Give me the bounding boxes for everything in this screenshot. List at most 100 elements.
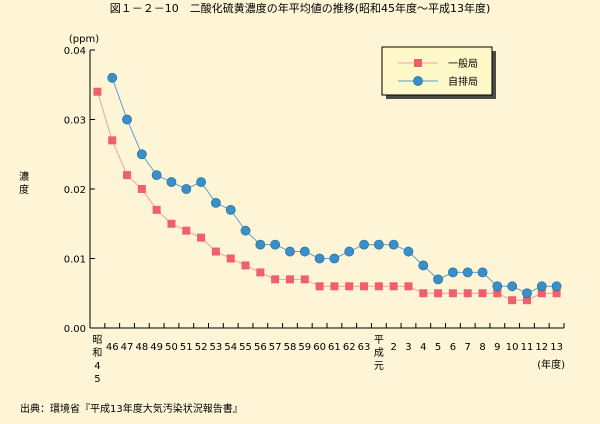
series-group	[93, 72, 562, 305]
x-tick-label: 52	[195, 342, 208, 353]
data-point-circle	[299, 246, 310, 257]
legend-label: 一般局	[448, 57, 478, 70]
y-tick-label: 0.03	[64, 116, 86, 127]
x-tick-label: 13	[550, 342, 563, 353]
data-point-square	[493, 289, 502, 298]
data-point-circle	[181, 184, 192, 194]
data-point-circle	[255, 239, 266, 250]
data-point-square	[508, 296, 517, 305]
x-tick-label: 11	[521, 342, 534, 353]
data-point-circle	[492, 281, 503, 292]
x-tick-label: 48	[135, 342, 148, 353]
x-tick-label: 成	[374, 347, 384, 359]
data-point-circle	[373, 239, 384, 250]
data-point-circle	[477, 267, 488, 278]
y-tick-label: 0.02	[64, 185, 86, 196]
data-point-circle	[448, 267, 458, 278]
x-tick-label: 4	[94, 361, 100, 372]
data-point-circle	[551, 281, 562, 292]
series-1	[93, 87, 561, 305]
data-point-square	[537, 289, 546, 298]
data-point-circle	[536, 281, 547, 292]
data-point-circle	[507, 281, 518, 292]
data-point-square	[137, 185, 146, 193]
data-point-square	[226, 254, 235, 263]
data-point-circle	[344, 246, 355, 257]
data-point-circle	[359, 239, 369, 250]
x-tick-label: 和	[92, 347, 102, 359]
y-axis-label-char: 度	[19, 183, 29, 196]
x-tick-label: 4	[420, 342, 426, 353]
data-point-circle	[329, 253, 340, 264]
legend-label: 自排局	[448, 75, 478, 88]
x-tick-label: 8	[479, 342, 485, 353]
data-point-square	[522, 296, 531, 305]
x-tick-label: 平	[374, 335, 384, 346]
data-point-square	[167, 219, 176, 228]
data-point-square	[256, 268, 265, 277]
data-point-circle	[388, 239, 399, 250]
legend-marker-square	[414, 59, 422, 67]
data-point-circle	[270, 239, 281, 250]
x-tick-label: 62	[343, 342, 356, 353]
data-point-square	[197, 233, 206, 242]
x-tick-label: 63	[358, 342, 371, 353]
y-unit-label: (ppm)	[69, 34, 99, 45]
data-point-circle	[225, 204, 236, 215]
x-tick-label: 3	[405, 342, 411, 353]
legend-marker-circle	[413, 76, 423, 86]
y-tick-label: 0.04	[64, 46, 86, 57]
data-point-square	[404, 282, 413, 291]
data-point-circle	[522, 288, 532, 299]
x-tick-label: 56	[254, 342, 267, 353]
data-point-circle	[240, 225, 251, 236]
data-point-square	[463, 289, 472, 298]
x-tick-label: 59	[298, 342, 311, 353]
data-point-square	[389, 282, 398, 291]
data-point-square	[360, 282, 369, 291]
data-point-square	[374, 282, 383, 291]
data-point-circle	[433, 274, 443, 285]
data-point-circle	[403, 246, 414, 257]
data-point-circle	[136, 149, 147, 160]
x-tick-label: 49	[150, 342, 163, 353]
data-point-square	[285, 275, 294, 284]
data-point-square	[552, 289, 561, 298]
data-point-square	[315, 282, 324, 291]
x-tick-label: 58	[284, 342, 297, 353]
x-tick-label: 55	[239, 342, 252, 353]
data-point-square	[434, 289, 443, 298]
x-axis-label: (年度)	[537, 358, 565, 371]
y-tick-label: 0.01	[64, 255, 86, 266]
x-tick-label: 2	[390, 342, 396, 353]
x-tick-label: 5	[435, 342, 441, 353]
x-tick-label: 9	[494, 342, 500, 353]
source-note: 出典：環境省『平成13年度大気汚染状況報告書』	[20, 402, 243, 415]
legend-box	[381, 46, 493, 96]
y-axis-label: 濃度	[19, 170, 29, 196]
data-point-circle	[166, 177, 177, 187]
data-point-circle	[151, 170, 162, 180]
x-tick-label: 47	[121, 342, 134, 353]
x-tick-label: 7	[465, 342, 471, 353]
data-point-square	[300, 275, 309, 284]
x-tick-label: 54	[224, 342, 237, 353]
x-tick-label: 昭	[92, 334, 102, 346]
x-tick-label: 50	[165, 342, 178, 353]
data-point-circle	[418, 260, 429, 271]
chart-title: 図１－２－10 二酸化硫黄濃度の年平均値の推移(昭和45年度～平成13年度)	[110, 1, 491, 15]
x-tick-label: 5	[94, 374, 100, 385]
data-point-square	[271, 275, 280, 284]
data-point-square	[478, 289, 487, 298]
x-tick-label: 10	[506, 342, 519, 353]
x-tick-label: 46	[106, 342, 119, 353]
x-tick-label: 元	[374, 361, 384, 372]
x-tick-label: 57	[269, 342, 282, 353]
data-point-square	[419, 289, 428, 298]
data-point-square	[108, 136, 117, 145]
data-point-square	[330, 282, 339, 291]
series-2	[107, 72, 562, 299]
